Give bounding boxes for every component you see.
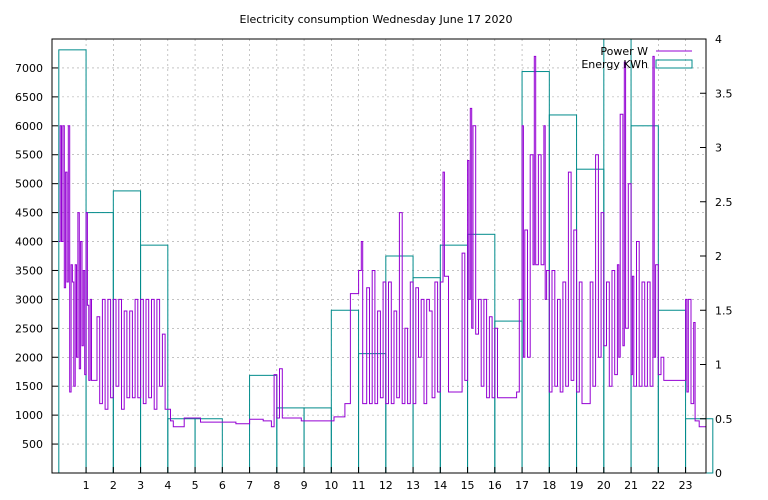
x-tick-label: 11 (352, 479, 366, 492)
y-tick-label: 1500 (15, 380, 43, 393)
legend: Power W Energy KWh (581, 45, 693, 71)
y2-tick-label: 3.5 (715, 87, 733, 100)
y2-tick-label: 4 (715, 33, 722, 46)
x-tick-label: 19 (570, 479, 584, 492)
x-tick-label: 15 (461, 479, 475, 492)
y-tick-label: 3000 (15, 293, 43, 306)
x-tick-label: 13 (406, 479, 420, 492)
x-tick-label: 7 (246, 479, 253, 492)
energy-bar (657, 309, 687, 474)
x-tick-label: 8 (273, 479, 280, 492)
y2-tick-label: 1 (715, 359, 722, 372)
x-tick-label: 4 (164, 479, 171, 492)
x-tick-label: 23 (679, 479, 693, 492)
x-tick-label: 3 (137, 479, 144, 492)
x-tick-label: 16 (488, 479, 502, 492)
y-tick-label: 6500 (15, 91, 43, 104)
legend-energy-label: Energy KWh (581, 58, 648, 71)
y-tick-label: 4000 (15, 236, 43, 249)
x-tick-label: 9 (301, 479, 308, 492)
y-tick-label: 3500 (15, 264, 43, 277)
x-tick-label: 14 (433, 479, 447, 492)
y2-tick-label: 0.5 (715, 413, 733, 426)
y-tick-label: 1000 (15, 409, 43, 422)
y2-tick-label: 2 (715, 250, 722, 263)
legend-energy-swatch (655, 59, 693, 69)
x-tick-label: 18 (542, 479, 556, 492)
x-tick-label: 2 (110, 479, 117, 492)
x-tick-label: 5 (192, 479, 199, 492)
energy-bar (249, 374, 278, 474)
x-tick-label: 12 (379, 479, 393, 492)
power-w-series-line (58, 55, 706, 428)
y-tick-label: 6000 (15, 120, 43, 133)
x-tick-label: 21 (624, 479, 638, 492)
chart-title: Electricity consumption Wednesday June 1… (240, 13, 513, 26)
y2-tick-label: 1.5 (715, 304, 733, 317)
energy-bar (330, 309, 360, 474)
x-axis-ticks: 1 2 3 4 5 6 7 8 9 10 11 12 13 14 15 16 17 18 19 20 21 22 23 (83, 467, 693, 492)
y-tick-label: 2000 (15, 351, 43, 364)
plot-frame (51, 38, 707, 474)
energy-bar (194, 418, 223, 474)
x-tick-label: 17 (515, 479, 529, 492)
x-tick-label: 22 (651, 479, 665, 492)
y-tick-label: 7000 (15, 62, 43, 75)
y-axis-ticks: 500 1000 1500 2000 2500 3000 3500 4000 4500 5000 5… (15, 62, 58, 451)
y-tick-label: 5000 (15, 178, 43, 191)
grid (52, 39, 706, 473)
y-tick-label: 2500 (15, 322, 43, 335)
legend-power-label: Power W (600, 45, 648, 58)
y-tick-label: 5500 (15, 149, 43, 162)
energy-bar (303, 407, 332, 474)
y2-tick-label: 0 (715, 467, 722, 480)
y-tick-label: 4500 (15, 207, 43, 220)
energy-bar (439, 244, 469, 474)
energy-bar (494, 320, 523, 474)
y2-tick-label: 2.5 (715, 196, 733, 209)
x-tick-label: 10 (324, 479, 338, 492)
y-tick-label: 500 (22, 438, 43, 451)
energy-bar (603, 38, 632, 474)
x-tick-label: 6 (219, 479, 226, 492)
y2-tick-label: 3 (715, 142, 722, 155)
x-tick-label: 20 (597, 479, 611, 492)
y2-axis-ticks: 0 0.5 1 1.5 2 2.5 3 3.5 4 (700, 33, 733, 480)
x-tick-label: 1 (83, 479, 90, 492)
